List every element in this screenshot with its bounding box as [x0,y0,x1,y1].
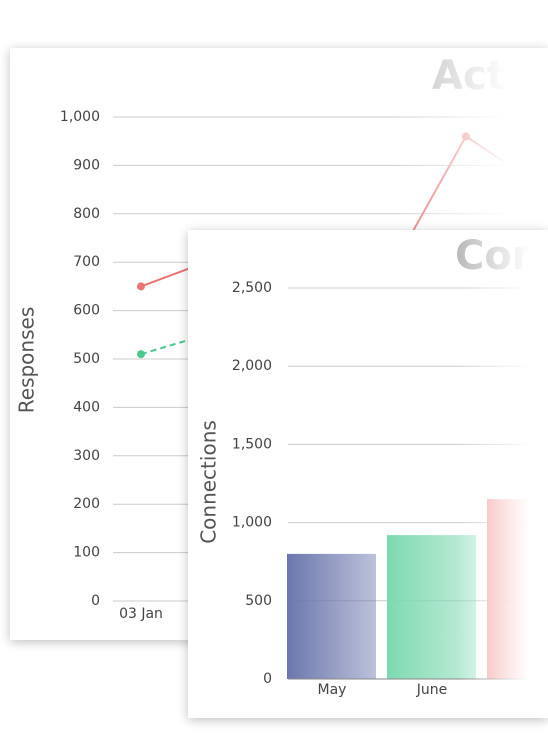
y-tick-label: 1,500 [232,436,272,452]
x-tick-label: May [318,682,347,698]
y-tick-label: 800 [73,206,100,222]
x-tick-label: June [416,682,448,698]
chart-card: Con Connections 0 500 1,000 1,500 2,000 2,500 Ma… [188,230,548,718]
y-tick-label: 900 [73,157,100,173]
y-tick-label: 700 [73,254,100,270]
y-tick-label: 200 [73,496,100,512]
y-tick-label: 2,500 [232,280,272,296]
point [137,350,145,359]
x-tick-label: 03 Jan [119,606,163,622]
y-tick-label: 100 [73,545,100,561]
point [137,282,145,291]
bar [487,499,548,679]
y-tick-label: 1,000 [232,515,272,531]
y-tick-label: 0 [263,671,272,687]
chart-title: Con [455,233,540,279]
y-tick-label: 0 [91,593,100,609]
y-tick-label: 500 [245,593,272,609]
y-tick-label: 500 [73,351,100,367]
chart: Con Connections 0 500 1,000 1,500 2,000 2,500 Ma… [197,233,548,698]
y-tick-label: 300 [73,448,100,464]
chart-title: Acti [432,53,520,99]
point [527,175,535,184]
y-tick-label: 400 [73,399,100,415]
bar [287,553,376,679]
y-axis-title: Connections [197,420,221,544]
y-axis-title: Responses [15,307,39,413]
point [462,132,470,141]
y-tick-label: 2,000 [232,358,272,374]
y-tick-label: 600 [73,303,100,319]
bar [387,535,476,679]
y-tick-label: 1,000 [60,109,100,125]
